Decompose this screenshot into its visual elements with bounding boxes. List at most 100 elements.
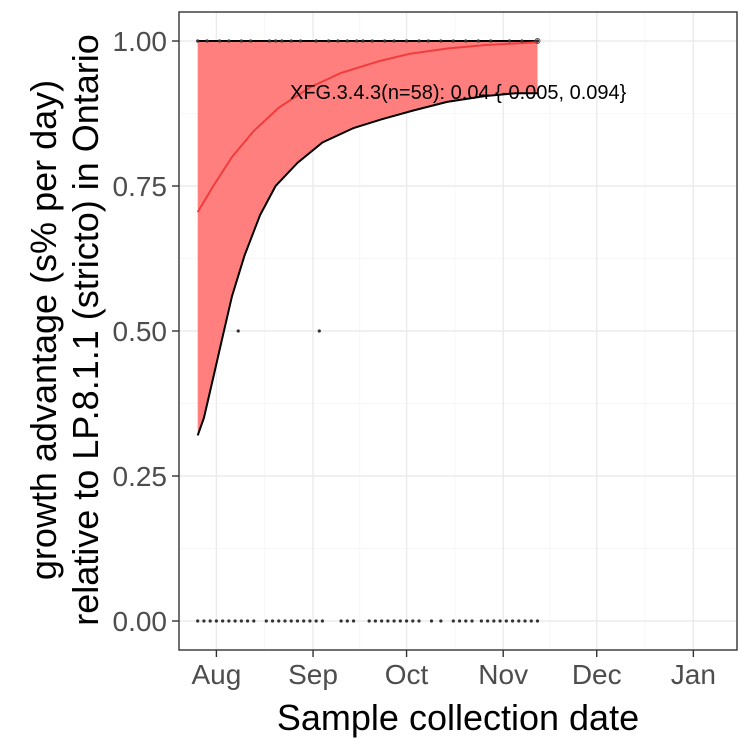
observation-point bbox=[457, 619, 462, 623]
observation-point bbox=[383, 39, 387, 43]
observation-point bbox=[252, 619, 256, 623]
fit-line bbox=[196, 41, 538, 213]
observation-point bbox=[535, 39, 540, 43]
observation-point bbox=[264, 619, 268, 623]
observation-point bbox=[426, 39, 430, 43]
observation-point bbox=[289, 619, 293, 623]
observation-point bbox=[239, 619, 243, 623]
observation-point bbox=[295, 619, 300, 623]
observation-point bbox=[351, 619, 356, 623]
y-axis: 0.00 0.25 0.50 0.75 1.00 bbox=[113, 26, 179, 637]
y-axis-title: growth advantage (s% per day) relative t… bbox=[23, 34, 106, 626]
x-tick-label: Oct bbox=[385, 659, 429, 690]
observation-point bbox=[361, 39, 365, 43]
observation-point bbox=[227, 619, 231, 623]
observation-point bbox=[345, 619, 349, 623]
observation-point bbox=[245, 619, 250, 623]
observation-point bbox=[196, 619, 200, 623]
y-tick-label: 0.00 bbox=[113, 606, 168, 637]
observation-point bbox=[429, 619, 434, 623]
observation-point bbox=[464, 619, 468, 623]
lower-bound-line bbox=[196, 92, 538, 436]
y-tick-label: 0.25 bbox=[113, 461, 168, 492]
observation-point bbox=[479, 619, 483, 623]
observation-point bbox=[520, 39, 524, 43]
observation-point bbox=[214, 619, 219, 623]
observation-point bbox=[386, 619, 390, 623]
observation-point bbox=[355, 39, 359, 43]
x-tick-label: Dec bbox=[572, 659, 622, 690]
observation-point bbox=[439, 39, 443, 43]
observation-point bbox=[404, 619, 409, 623]
observation-point bbox=[302, 619, 306, 623]
confidence-ribbon bbox=[197, 41, 538, 436]
observation-point bbox=[308, 619, 312, 623]
y-tick-label: 1.00 bbox=[113, 26, 168, 57]
observation-point bbox=[196, 39, 200, 43]
observation-point bbox=[370, 39, 374, 43]
observation-point bbox=[373, 619, 377, 623]
observation-point bbox=[411, 619, 415, 623]
observation-points-layer bbox=[196, 38, 541, 623]
observation-point bbox=[470, 619, 474, 623]
observation-point bbox=[464, 39, 468, 43]
observation-point bbox=[270, 619, 275, 623]
y-tick-label: 0.75 bbox=[113, 171, 168, 202]
observation-point bbox=[314, 39, 318, 43]
observation-point bbox=[404, 39, 409, 43]
line-layer bbox=[196, 40, 538, 436]
observation-point bbox=[398, 619, 402, 623]
observation-point bbox=[277, 619, 281, 623]
observation-point bbox=[392, 619, 396, 623]
observation-point bbox=[249, 39, 253, 43]
observation-point bbox=[298, 39, 303, 43]
observation-point bbox=[339, 619, 343, 623]
observation-point bbox=[336, 39, 340, 43]
observation-point bbox=[221, 619, 225, 623]
observation-point bbox=[236, 329, 240, 333]
y-tick-label: 0.50 bbox=[113, 316, 168, 347]
observation-point bbox=[392, 39, 396, 43]
observation-point bbox=[439, 619, 443, 623]
observation-point bbox=[517, 619, 521, 623]
observation-point bbox=[504, 619, 508, 623]
confidence-ribbon-layer bbox=[197, 41, 538, 436]
observation-point bbox=[280, 39, 284, 43]
y-axis-title-line-2: relative to LP.8.1.1 (stricto) in Ontari… bbox=[65, 34, 106, 626]
x-tick-label: Jan bbox=[671, 659, 716, 690]
observation-point bbox=[507, 39, 512, 43]
x-axis-title: Sample collection date bbox=[277, 697, 639, 738]
x-tick-label: Sep bbox=[288, 659, 338, 690]
observation-point bbox=[367, 619, 371, 623]
observation-point bbox=[451, 39, 455, 43]
observation-point bbox=[289, 39, 293, 43]
observation-point bbox=[317, 329, 321, 333]
observation-point bbox=[283, 619, 287, 623]
observation-point bbox=[529, 619, 533, 623]
observation-point bbox=[233, 619, 237, 623]
observation-point bbox=[380, 619, 384, 623]
observation-point bbox=[205, 39, 209, 43]
observation-point bbox=[345, 39, 349, 43]
observation-point bbox=[267, 39, 272, 43]
observation-point bbox=[486, 619, 490, 623]
observation-point bbox=[320, 619, 324, 623]
observation-point bbox=[417, 619, 421, 623]
y-axis-title-line-1: growth advantage (s% per day) bbox=[23, 80, 64, 580]
observation-point bbox=[492, 619, 496, 623]
annotation-label: XFG.3.4.3(n=58): 0.04 {-0.005, 0.094} bbox=[290, 82, 627, 104]
observation-point bbox=[489, 39, 493, 43]
observation-point bbox=[314, 619, 318, 623]
observation-point bbox=[217, 39, 222, 43]
observation-point bbox=[510, 619, 515, 623]
endpoint-marker bbox=[534, 38, 541, 44]
x-axis: Aug Sep Oct Nov Dec Jan bbox=[191, 650, 716, 690]
x-tick-label: Nov bbox=[478, 659, 528, 690]
observation-point bbox=[239, 39, 243, 43]
observation-point bbox=[208, 619, 212, 623]
x-tick-label: Aug bbox=[191, 659, 241, 690]
observation-point bbox=[523, 619, 527, 623]
observation-point bbox=[535, 619, 540, 623]
observation-point bbox=[227, 39, 231, 43]
